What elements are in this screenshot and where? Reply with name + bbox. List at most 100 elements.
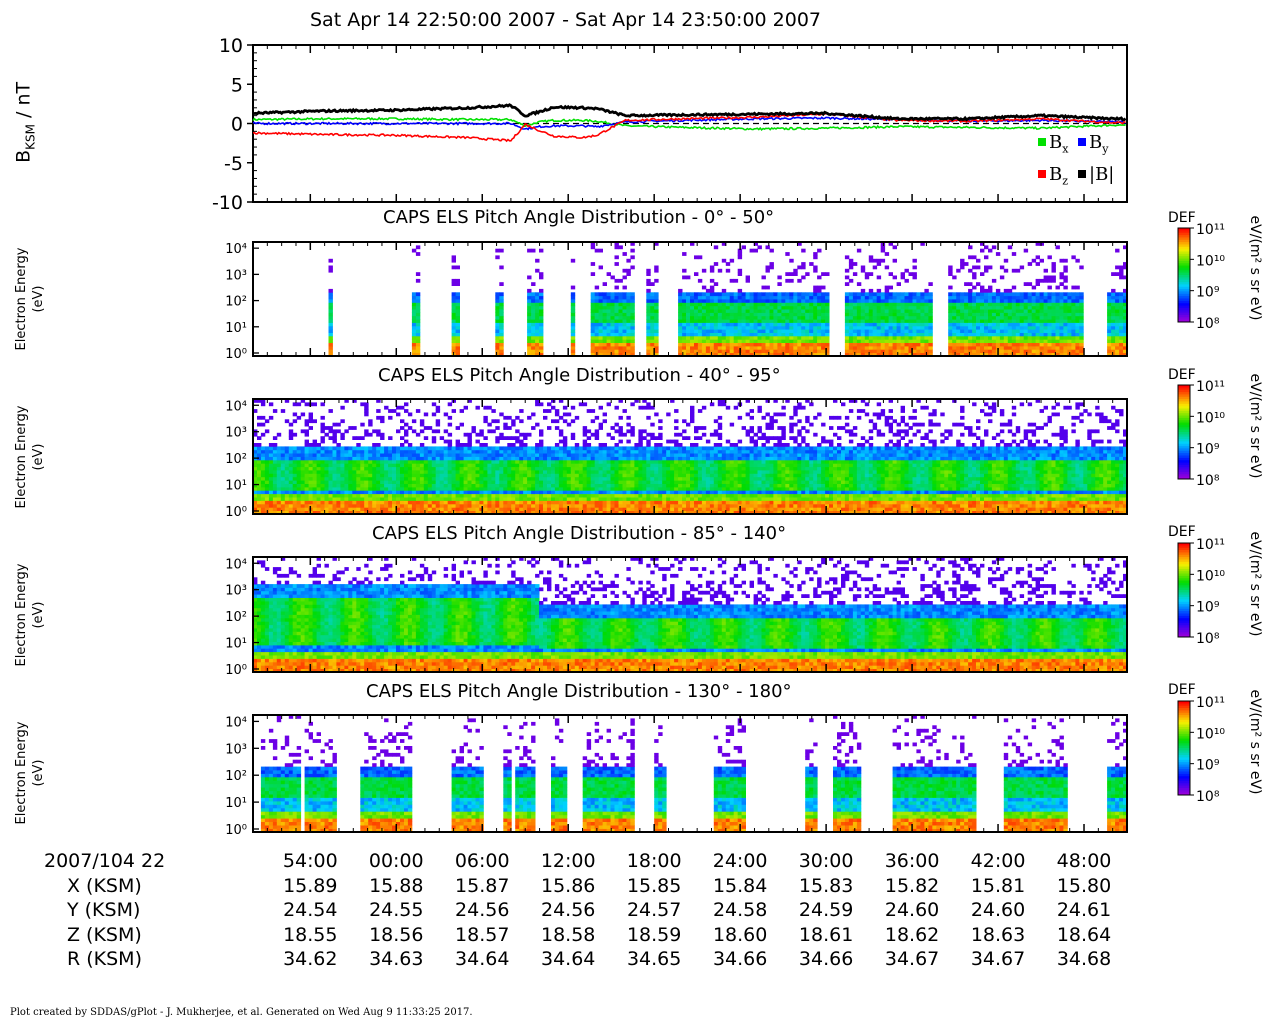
spectrogram-cell [1048, 329, 1052, 333]
spectrogram-cell [960, 309, 964, 313]
spectrogram-cell [682, 323, 686, 327]
spectrogram-cell [495, 419, 499, 423]
spectrogram-cell [436, 467, 440, 471]
spectrogram-cell [646, 282, 650, 286]
spectrogram-cell [781, 343, 785, 347]
spectrogram-cell [356, 453, 360, 457]
spectrogram-cell [495, 249, 499, 253]
spectrogram-cell [531, 487, 535, 491]
spectrogram-cell [364, 453, 368, 457]
spectrogram-cell [452, 467, 456, 471]
spectrogram-cell [984, 343, 988, 347]
spectrogram-cell [626, 323, 630, 327]
spectrogram-cell [646, 346, 650, 350]
spectrogram-cell [360, 446, 364, 450]
spectrogram-cell [1048, 309, 1052, 313]
spectrogram-cell [1063, 286, 1067, 290]
spectrogram-cell [340, 470, 344, 474]
spectrogram-cell [972, 323, 976, 327]
spectrogram-cell [654, 329, 658, 333]
spectrogram-cell [1075, 259, 1079, 263]
spectrogram-cell [551, 507, 555, 511]
spectrogram-cell [535, 299, 539, 303]
spectrogram-cell [678, 319, 682, 323]
spectrogram-cell [325, 446, 329, 450]
spectrogram-cell [881, 292, 885, 296]
spectrogram-cell [630, 319, 634, 323]
spectrogram-cell [603, 457, 607, 461]
spectrogram-cell [690, 306, 694, 310]
spectrogram-cell [591, 309, 595, 313]
spectrogram-cell [809, 346, 813, 350]
spectrogram-cell [336, 460, 340, 464]
spectrogram-cell [1012, 346, 1016, 350]
spectrogram-cell [595, 467, 599, 471]
spectrogram-cell [698, 343, 702, 347]
spectrogram-cell [1060, 309, 1064, 313]
spectrogram-cell [785, 252, 789, 256]
spectrogram-cell [257, 504, 261, 508]
spectrogram-cell [452, 259, 456, 263]
spectrogram-cell [408, 473, 412, 477]
spectrogram-cell [587, 497, 591, 501]
spectrogram-cell [615, 457, 619, 461]
spectrogram-cell [913, 349, 917, 353]
spectrogram-cell [1111, 336, 1115, 340]
spectrogram-cell [476, 440, 480, 444]
spectrogram-cell [448, 507, 452, 511]
spectrogram-cell [873, 343, 877, 347]
spectrogram-cell [877, 289, 881, 293]
spectrogram-cell [770, 309, 774, 313]
spectrogram-cell [611, 453, 615, 457]
spectrogram-cell [968, 302, 972, 306]
spectrogram-cell [595, 460, 599, 464]
spectrogram-cell [821, 302, 825, 306]
spectrogram-cell [563, 453, 567, 457]
spectrogram-cell [571, 346, 575, 350]
spectrogram-cell [503, 457, 507, 461]
spectrogram-cell [464, 497, 468, 501]
spectrogram-cell [920, 312, 924, 316]
spectrogram-cell [686, 339, 690, 343]
spectrogram-cell [646, 312, 650, 316]
spectrogram-cell [281, 477, 285, 481]
spectrogram-cell [400, 419, 404, 423]
spectrogram-cell [356, 507, 360, 511]
spectrogram-cell [344, 477, 348, 481]
spectrogram-cell [913, 333, 917, 337]
spectrogram-cell [777, 323, 781, 327]
spectrogram-cell [813, 312, 817, 316]
spectrogram-cell [698, 346, 702, 350]
spectrogram-cell [1052, 329, 1056, 333]
spectrogram-cell [1012, 306, 1016, 310]
spectrogram-cell [261, 460, 265, 464]
spectrogram-cell [992, 316, 996, 320]
spectrogram-cell [607, 487, 611, 491]
spectrogram-cell [456, 343, 460, 347]
spectrogram-cell [801, 292, 805, 296]
spectrogram-cell [857, 299, 861, 303]
spectrogram-cell [1040, 309, 1044, 313]
spectrogram-cell [523, 443, 527, 447]
spectrogram-0-50-colorbar: 10¹¹10¹⁰10⁹10⁸ [1178, 222, 1225, 332]
spectrogram-cell [464, 406, 468, 410]
spectrogram-cell [591, 326, 595, 330]
spectrogram-cell [1056, 292, 1060, 296]
spectrogram-cell [770, 326, 774, 330]
spectrogram-cell [416, 323, 420, 327]
spectrogram-cell [503, 446, 507, 450]
spectrogram-cell [1075, 302, 1079, 306]
spectrogram-cell [436, 409, 440, 413]
spectrogram-cell [416, 457, 420, 461]
spectrogram-cell [285, 467, 289, 471]
spectrogram-cell [1056, 319, 1060, 323]
spectrogram-cell [289, 470, 293, 474]
spectrogram-cell [527, 497, 531, 501]
spectrogram-cell [531, 477, 535, 481]
spectrogram-cell [646, 326, 650, 330]
spectrogram-cell [694, 346, 698, 350]
spectrogram-cell [845, 309, 849, 313]
spectrogram-cell [452, 409, 456, 413]
spectrogram-cell [909, 292, 913, 296]
spectrogram-cell [269, 480, 273, 484]
